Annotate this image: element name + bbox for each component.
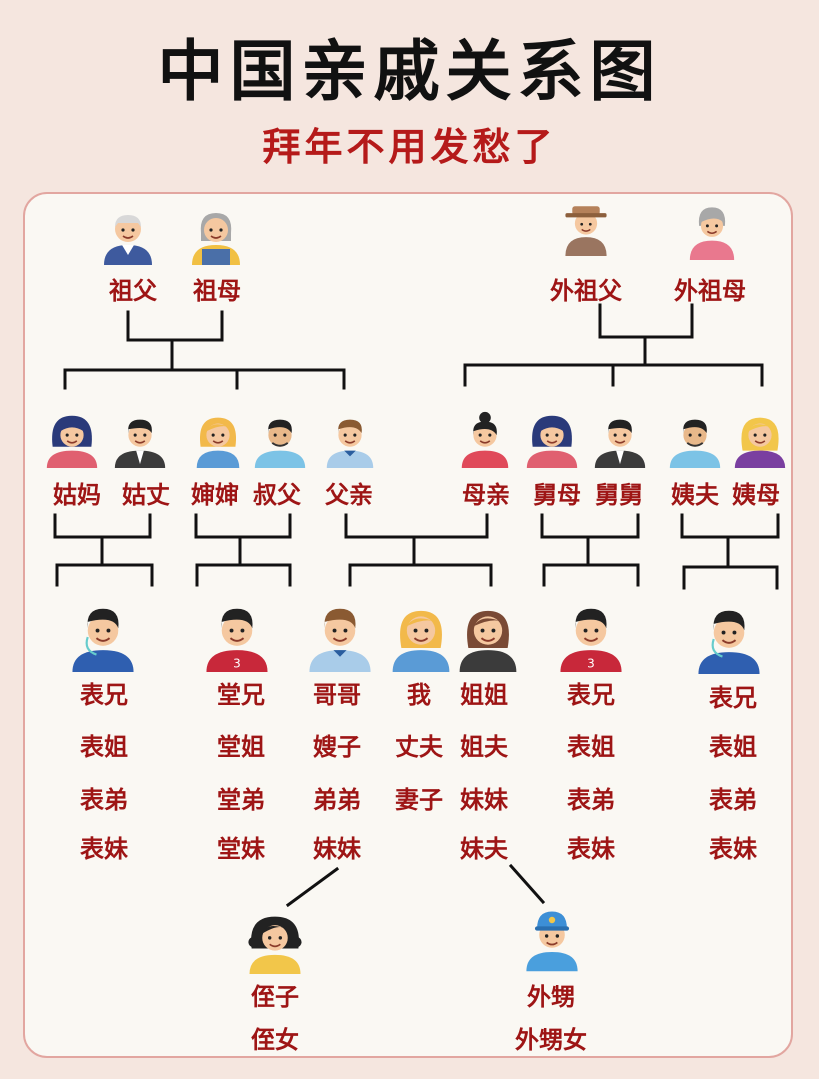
label-maternal-grandpa: 外祖父 <box>550 276 622 305</box>
grandpa-avatar <box>104 215 152 265</box>
label-younger-sister: 妹妹 <box>313 834 361 863</box>
label-tang-younger-brother: 堂弟 <box>217 785 265 814</box>
cousin-avatar <box>72 608 134 672</box>
label-younger-brother: 弟弟 <box>313 785 361 814</box>
connector-couple <box>680 513 780 539</box>
connector-paternal-grandparents <box>126 310 224 342</box>
mother-avatar <box>461 411 509 468</box>
label-sister-niece: 外甥女 <box>515 1025 587 1054</box>
maternal-uncle-wife-avatar <box>526 415 578 468</box>
label-maternal-cousin-older-brother: 表兄 <box>567 680 615 709</box>
label-mother: 母亲 <box>462 480 510 509</box>
label-father: 父亲 <box>325 480 373 509</box>
label-maternal-grandma: 外祖母 <box>674 276 746 305</box>
paternal-aunt-husband-avatar <box>114 419 166 468</box>
uncle-wife-avatar <box>196 417 240 468</box>
connector-parents <box>344 513 489 539</box>
self-avatar <box>392 610 450 672</box>
svg-text:3: 3 <box>233 657 241 671</box>
connector-maternal-grandparents <box>598 303 694 339</box>
connector-couple <box>540 513 640 539</box>
maternal-aunt-husband-avatar <box>669 419 721 468</box>
label-nephew: 侄子 <box>251 982 299 1011</box>
label-uncle: 叔父 <box>253 480 301 509</box>
cousin-avatar: 3 <box>560 608 622 672</box>
label-older-sister-husband: 姐夫 <box>460 732 508 761</box>
connector-couple <box>194 513 292 539</box>
label-grandma: 祖母 <box>193 276 241 305</box>
label-tang-older-sister: 堂姐 <box>217 732 265 761</box>
uncle-avatar <box>254 419 306 468</box>
sister-avatar <box>459 610 517 672</box>
label-younger-sister-2: 妹妹 <box>460 785 508 814</box>
label-cousin-older-sister: 表姐 <box>80 732 128 761</box>
label-paternal-aunt-husband: 姑丈 <box>122 480 170 509</box>
grandma-avatar <box>192 213 240 265</box>
label-maternal-cousin-younger-sister: 表妹 <box>567 834 615 863</box>
label-sister-in-law: 嫂子 <box>313 732 361 761</box>
connector-paternal-children <box>63 368 346 390</box>
label-grandpa: 祖父 <box>109 276 157 305</box>
connector-children <box>195 563 292 587</box>
maternal-grandpa-avatar <box>565 206 607 256</box>
svg-text:3: 3 <box>587 657 595 671</box>
label-older-sister: 姐姐 <box>460 680 508 709</box>
brother-avatar <box>309 608 371 672</box>
label-maternal-uncle: 舅舅 <box>595 480 643 509</box>
connector-couple <box>53 513 152 539</box>
connector-children <box>682 565 779 590</box>
paternal-aunt-avatar <box>46 415 98 468</box>
label-maternal-cousin-older-sister: 表姐 <box>567 732 615 761</box>
label-sister-nephew: 外甥 <box>527 982 575 1011</box>
connector-children <box>55 563 154 587</box>
label-cousin-older-brother: 表兄 <box>80 680 128 709</box>
label-tang-older-brother: 堂兄 <box>217 680 265 709</box>
maternal-grandma-avatar <box>689 207 735 260</box>
connector-children <box>542 563 640 587</box>
label-older-brother: 哥哥 <box>313 680 361 709</box>
label-paternal-aunt: 姑妈 <box>53 480 101 509</box>
page-subtitle: 拜年不用发愁了 <box>262 125 557 169</box>
father-avatar <box>326 419 374 468</box>
label-wife: 妻子 <box>395 785 443 814</box>
label-maternal-aunt: 姨母 <box>732 480 780 509</box>
connector-children <box>348 563 493 587</box>
maternal-aunt-avatar <box>734 417 786 468</box>
label-aunt-cousin-older-brother: 表兄 <box>709 683 757 712</box>
label-aunt-cousin-younger-brother: 表弟 <box>709 785 757 814</box>
connector-niece <box>285 866 340 908</box>
label-cousin-younger-brother: 表弟 <box>80 785 128 814</box>
nephew-avatar <box>526 911 578 972</box>
label-maternal-aunt-husband: 姨夫 <box>671 480 719 509</box>
label-maternal-cousin-younger-brother: 表弟 <box>567 785 615 814</box>
label-uncle-wife: 婶婶 <box>191 480 239 509</box>
label-self: 我 <box>407 680 431 709</box>
label-aunt-cousin-older-sister: 表姐 <box>709 732 757 761</box>
label-niece: 侄女 <box>251 1025 299 1054</box>
label-tang-younger-sister: 堂妹 <box>217 834 265 863</box>
label-younger-sister-husband: 妹夫 <box>460 834 508 863</box>
label-cousin-younger-sister: 表妹 <box>80 834 128 863</box>
cousin-avatar: 3 <box>206 608 268 672</box>
niece-avatar <box>248 916 302 974</box>
page-title: 中国亲戚关系图 <box>157 33 662 110</box>
maternal-uncle-avatar <box>594 419 646 468</box>
connector-nephew <box>508 863 546 905</box>
label-husband: 丈夫 <box>395 732 443 761</box>
label-maternal-uncle-wife: 舅母 <box>533 480 581 509</box>
cousin-avatar <box>698 610 760 674</box>
label-aunt-cousin-younger-sister: 表妹 <box>709 834 757 863</box>
